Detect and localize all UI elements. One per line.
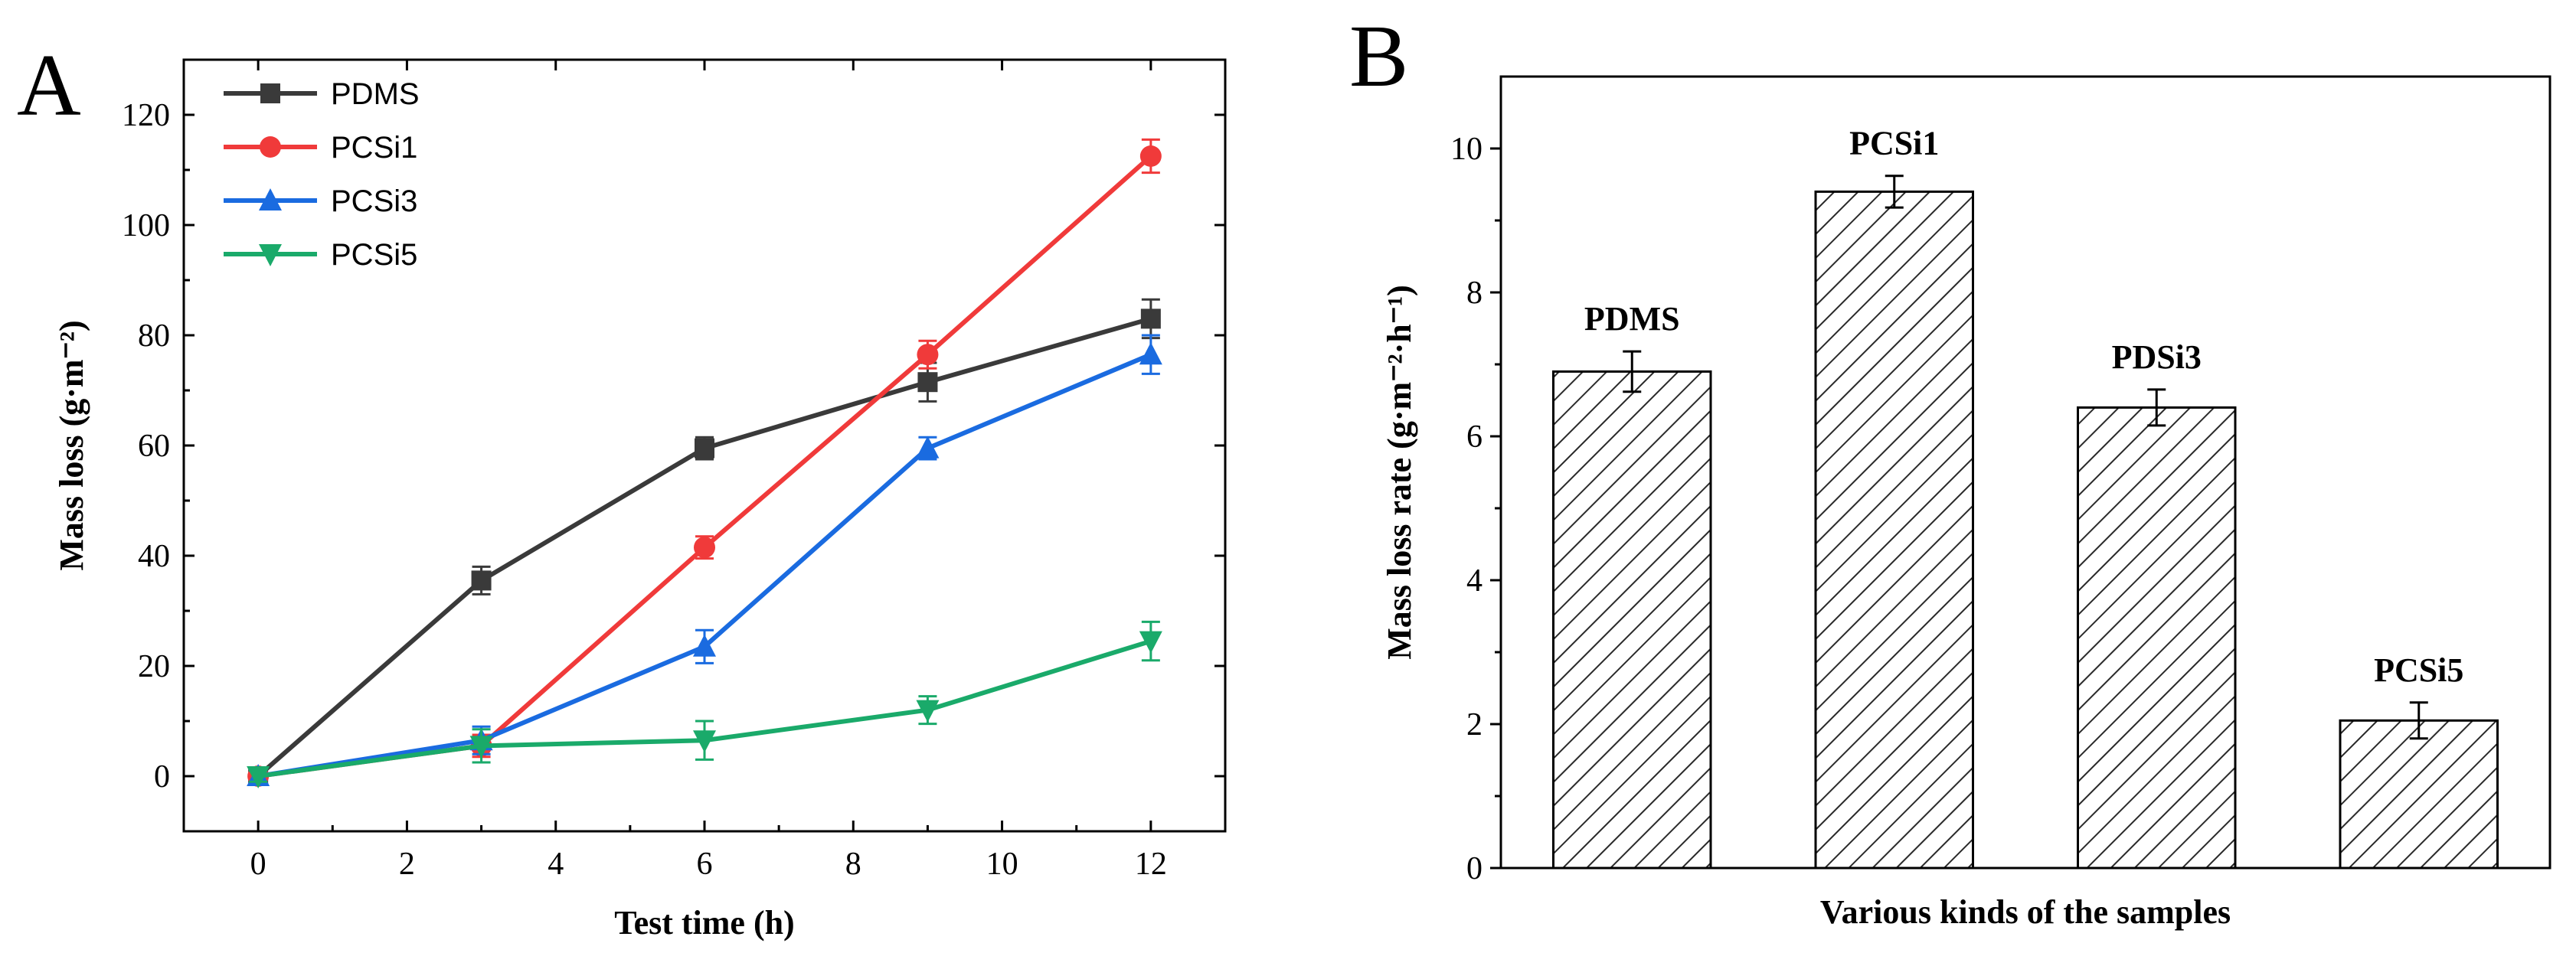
series-pcsi5 — [247, 620, 1162, 788]
panel-b-x-axis-title: Various kinds of the samples — [1820, 893, 2231, 931]
series-pdms-point — [1140, 308, 1161, 329]
panel-a-y-tick-label: 60 — [138, 429, 170, 464]
legend-pcsi3-label: PCSi3 — [331, 184, 417, 218]
panel-a-legend: PDMS PCSi1 PCSi3 PCSi5 — [224, 77, 420, 272]
series-pcsi1 — [247, 138, 1162, 787]
legend-pcsi1-marker — [260, 136, 281, 158]
panel-a-x-tick-label: 12 — [1135, 847, 1167, 882]
panel-a-x-tick-label: 10 — [986, 847, 1018, 882]
panel-a-x-tick-label: 6 — [697, 847, 713, 882]
series-pcsi3-point — [916, 436, 940, 459]
panel-a-series-group — [247, 138, 1162, 788]
bar-pcsi1-label: PCSi1 — [1849, 125, 1939, 162]
series-pcsi5-point — [916, 700, 940, 723]
bar-pdms — [1552, 370, 1712, 870]
legend-pcsi5-marker — [259, 244, 282, 266]
panel-b-y-axis-title: Mass loss rate (g·m⁻²·h⁻¹) — [1381, 285, 1418, 660]
panel-a-y-tick-label: 100 — [122, 208, 170, 243]
series-pdms-point — [917, 372, 938, 393]
series-pcsi5-point — [1139, 631, 1162, 654]
panel-b-y-tick-label: 0 — [1466, 851, 1483, 886]
panel-a-letter: A — [17, 37, 81, 135]
panel-a-x-axis-title: Test time (h) — [614, 904, 794, 942]
series-pdms-point — [695, 438, 714, 459]
panel-b-y-tick-label: 8 — [1466, 276, 1483, 311]
series-pcsi5-point — [247, 766, 270, 788]
panel-a-x-tick-label: 4 — [548, 847, 564, 882]
panel-b-y-tick-label: 10 — [1450, 132, 1483, 167]
legend-pcsi5-label: PCSi5 — [331, 238, 417, 272]
panel-a-y-tick-label: 20 — [138, 649, 170, 684]
panel-b-y-tick-label: 4 — [1466, 563, 1483, 599]
series-pcsi3-line — [257, 352, 1152, 778]
legend-pdms-label: PDMS — [331, 77, 420, 111]
panel-a-y-axis-title: Mass loss (g·m⁻²) — [53, 320, 90, 570]
bar-pdms-label: PDMS — [1584, 300, 1680, 338]
panel-b: B 0 2 4 6 8 10 Various kinds of the samples M… — [1349, 8, 2551, 931]
legend-pcsi3-marker — [259, 188, 282, 210]
series-pcsi3 — [247, 334, 1162, 786]
panel-b-plot-frame — [1499, 75, 2551, 870]
panel-a-y-tick-label: 120 — [122, 98, 170, 133]
panel-a-y-tick-label: 40 — [138, 539, 170, 574]
bar-pcsi5 — [2339, 719, 2499, 870]
legend-pdms-marker — [260, 83, 280, 103]
panel-a-y-tick-label: 80 — [138, 318, 170, 354]
series-pcsi3-point — [1139, 342, 1162, 365]
series-pdms-point — [471, 570, 492, 591]
series-pcsi1-point — [694, 537, 715, 559]
series-pcsi1-point — [1139, 145, 1162, 167]
series-pcsi1-point — [917, 344, 939, 366]
bar-pdsi3-label: PDSi3 — [2112, 338, 2202, 376]
panel-a-x-tick-label: 2 — [399, 847, 415, 882]
panel-a-x-tick-label: 0 — [250, 847, 266, 882]
bar-pcsi1 — [1814, 190, 1974, 870]
bar-pdsi3 — [2077, 406, 2237, 870]
series-pcsi3-point — [693, 634, 716, 657]
panel-a-x-tick-label: 8 — [845, 847, 861, 882]
panel-a-y-tick-label: 0 — [154, 759, 170, 795]
bar-pcsi5-label: PCSi5 — [2374, 651, 2463, 689]
panel-b-y-tick-label: 2 — [1466, 707, 1483, 742]
panel-b-letter: B — [1349, 8, 1408, 106]
panel-b-y-tick-label: 6 — [1466, 419, 1483, 455]
panel-b-bars-group: PDMS PCSi1 PDSi3 PCSi5 — [1552, 125, 2499, 870]
series-pcsi5-point — [469, 736, 493, 759]
legend-pcsi1-label: PCSi1 — [331, 131, 417, 165]
series-pcsi5-point — [693, 730, 716, 753]
